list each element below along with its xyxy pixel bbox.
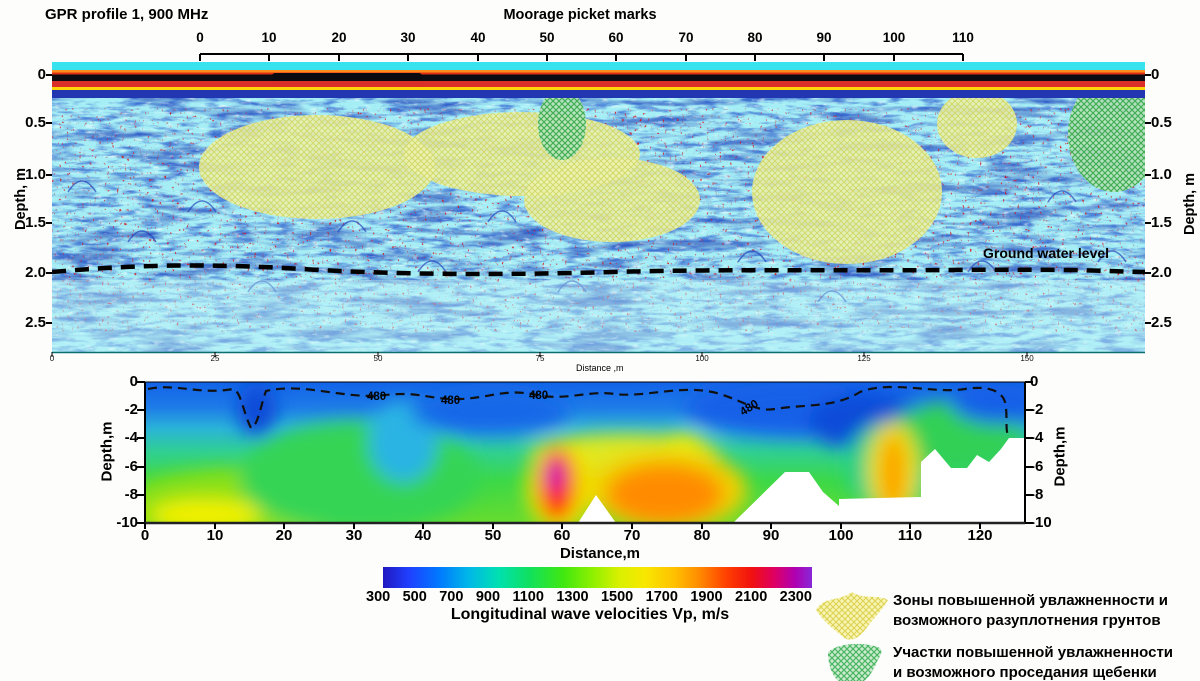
depth-tick-label: 1.5: [1151, 214, 1172, 231]
distance-tick-label: 50: [484, 527, 502, 544]
colorbar-caption: Longitudinal wave velocities Vp, m/s: [450, 606, 730, 623]
depth-tick-label: -10: [1030, 514, 1052, 531]
colorbar-tick: 1300: [556, 589, 589, 605]
figure-title: GPR profile 1, 900 MHz: [45, 6, 209, 23]
distance-tick-label: 40: [414, 527, 432, 544]
depth-tick-label: -8: [1030, 486, 1044, 503]
picket-tick-label: 70: [678, 30, 694, 45]
depth-tick-label: -10: [116, 514, 138, 531]
depth-tick-label: -4: [1030, 429, 1044, 446]
distance-tick-label: 30: [345, 527, 363, 544]
distance-tick-label: 20: [275, 527, 293, 544]
distance-tick-label: 110: [897, 527, 923, 544]
colorbar-tick: 1900: [690, 589, 723, 605]
distance-tick-label: 10: [206, 527, 224, 544]
depth-tick-label: -6: [1030, 458, 1044, 475]
depth-tick-label: 2.0: [25, 264, 46, 281]
picket-tick-label: 30: [400, 30, 416, 45]
depth-tick-label: 1.5: [25, 214, 46, 231]
velocity-tomogram-image: 480 480 480 480: [145, 382, 1025, 523]
colorbar-tick: 1700: [645, 589, 678, 605]
distance-tick-label: 50: [373, 354, 383, 363]
colorbar-tick: 2100: [735, 589, 768, 605]
distance-tick-label: 0: [49, 354, 55, 363]
legend-item-2-line-2: и возможного проседания щебенки: [893, 664, 1157, 681]
legend-item-1-line-2: возможного разуплотнения грунтов: [893, 612, 1161, 629]
depth-tick-label: 2.0: [1151, 264, 1172, 281]
groundwater-label: Ground water level: [983, 245, 1110, 261]
velocity-colorbar: [383, 567, 812, 588]
radargram-texture: [52, 62, 1145, 352]
depth-tick-label: 0.5: [25, 114, 46, 131]
picket-tick-label: 90: [816, 30, 832, 45]
distance-tick-label: 100: [828, 527, 854, 544]
colorbar-tick: 1500: [600, 589, 634, 605]
depth-tick-label: 0: [1030, 373, 1039, 390]
distance-tick-label: 90: [762, 527, 780, 544]
colorbar-tick: 1100: [512, 589, 544, 605]
tomogram-distance-axis-label: Distance,m: [559, 545, 641, 562]
picket-tick-label: 60: [608, 30, 624, 45]
distance-tick-label: 125: [857, 354, 871, 363]
picket-tick-label: 110: [952, 30, 974, 45]
yellow-hatched-zone-symbol: [816, 592, 888, 640]
contour-value-label: 480: [529, 390, 548, 402]
colorbar-tick: 300: [366, 589, 391, 605]
depth-tick-label: 1.0: [1151, 166, 1172, 183]
depth-tick-label: -8: [124, 486, 138, 503]
radargram-image: [52, 62, 1145, 352]
depth-tick-label: -2: [124, 401, 138, 418]
colorbar-tick: 700: [439, 589, 464, 605]
picket-axis-title: Moorage picket marks: [503, 7, 657, 23]
groundwater-dashed-line: [52, 263, 1145, 277]
depth-tick-label: 1.0: [25, 166, 46, 183]
depth-tick-label: 2.5: [25, 314, 46, 331]
distance-tick-label: 25: [210, 354, 220, 363]
colorbar-tick: 900: [475, 589, 501, 605]
surface-bands: [52, 62, 1145, 98]
picket-tick-label: 50: [539, 30, 555, 45]
legend-item-1-line-1: Зоны повышенной увлажненности и: [893, 592, 1169, 609]
picket-tick-label: 40: [470, 30, 486, 45]
picket-tick-label: 80: [747, 30, 763, 45]
picket-tick-label: 10: [261, 30, 277, 45]
green-hatched-zone-symbol: [828, 643, 882, 681]
contour-value-label: 480: [367, 391, 386, 403]
colorbar-tick: 2300: [779, 589, 812, 605]
depth-tick-label: 0: [1151, 66, 1160, 83]
distance-tick-label: 150: [1020, 354, 1034, 363]
depth-tick-label: -6: [124, 458, 138, 475]
tomogram-depth-axis-label-left: Depth,m: [98, 421, 116, 482]
distance-tick-label: 60: [553, 527, 571, 544]
contour-value-label: 480: [441, 395, 460, 407]
distance-tick-label: 75: [535, 354, 545, 363]
distance-tick-label: 100: [695, 354, 709, 363]
picket-tick-label: 100: [882, 30, 906, 45]
depth-tick-label: -2: [1030, 401, 1044, 418]
colorbar-tick: 500: [402, 589, 427, 605]
colorbar-tick-labels: 300 500 700 900 1100 1300 1500 1700 1900…: [366, 589, 812, 605]
depth-tick-label: 0: [37, 66, 46, 83]
depth-tick-label: 0: [129, 373, 138, 390]
distance-tick-label: 120: [967, 527, 993, 544]
radargram-distance-axis-label: Distance ,m: [576, 363, 624, 373]
depth-tick-label: 0.5: [1151, 114, 1172, 131]
picket-tick-label: 20: [331, 30, 347, 45]
picket-tick-label: 0: [196, 30, 204, 45]
distance-tick-label: 0: [140, 527, 150, 544]
distance-tick-label: 80: [693, 527, 711, 544]
below-water-lightening: [52, 280, 1145, 352]
distance-tick-label: 70: [623, 527, 641, 544]
legend-item-2-line-1: Участки повышенной увлажненности: [893, 644, 1174, 661]
moisture-zones: [199, 76, 1145, 264]
depth-tick-label: -4: [124, 429, 138, 446]
depth-tick-label: 2.5: [1151, 314, 1172, 331]
